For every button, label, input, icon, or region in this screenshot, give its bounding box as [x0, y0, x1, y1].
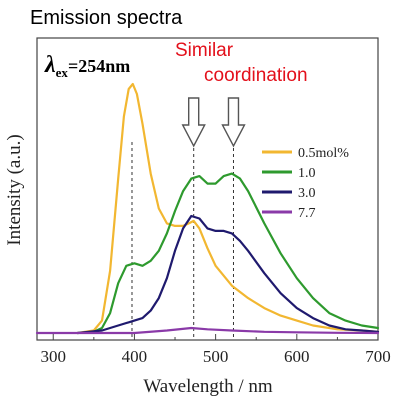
legend-label-2: 1.0	[298, 166, 316, 181]
excitation-value: =254nm	[68, 56, 130, 76]
series-line-4	[35, 326, 380, 335]
plot-frame	[36, 37, 379, 341]
down-arrow-icon	[221, 97, 246, 148]
y-axis-label: Intensity (a.u.)	[4, 134, 25, 245]
down-arrow-icon	[181, 97, 206, 148]
annotation-line-1: Similar	[175, 40, 234, 61]
annotation-line-2: coordination	[204, 65, 308, 86]
series-line-3	[76, 214, 380, 335]
x-tick-label: 600	[284, 347, 310, 366]
series-lines	[35, 82, 380, 335]
legend: 0.5mol% 1.0 3.0 7.7	[262, 146, 349, 221]
excitation-label: λex=254nm	[44, 52, 130, 80]
arrow-markers	[181, 97, 246, 148]
x-axis-ticks: 300 400 500 600 700	[40, 334, 391, 366]
series-line-1	[76, 82, 380, 335]
x-tick-label: 400	[122, 347, 148, 366]
legend-label-1: 0.5mol%	[298, 146, 349, 161]
legend-label-4: 7.7	[298, 206, 316, 221]
series-line-2	[76, 172, 380, 335]
excitation-symbol: λ	[44, 52, 56, 78]
x-tick-label: 300	[40, 347, 66, 366]
x-axis-label: Wavelength / nm	[143, 376, 273, 397]
legend-label-3: 3.0	[298, 186, 316, 201]
x-tick-label: 500	[203, 347, 229, 366]
chart-heading: Emission spectra	[30, 7, 183, 29]
peak-markers	[131, 142, 234, 340]
x-tick-label: 700	[365, 347, 391, 366]
excitation-subscript: ex	[56, 65, 69, 80]
